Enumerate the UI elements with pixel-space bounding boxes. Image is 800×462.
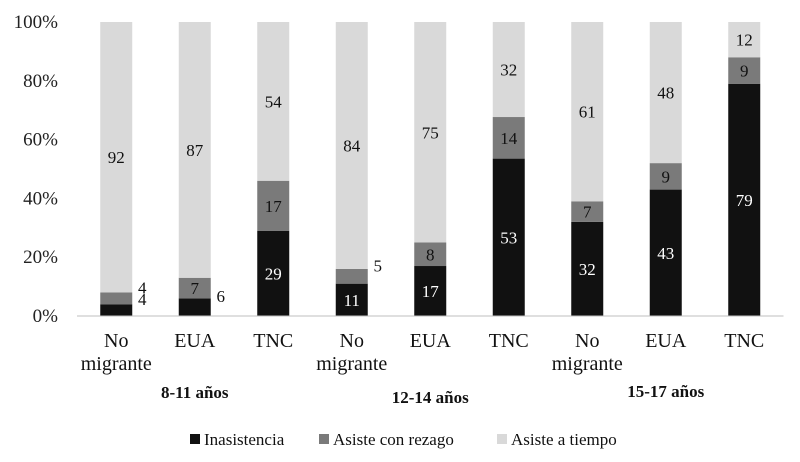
bar-segment <box>335 283 368 316</box>
bar-segment <box>649 189 682 316</box>
bar-segment <box>414 266 447 316</box>
category-label: EUA <box>174 330 216 352</box>
category-label-line: No <box>340 330 364 352</box>
bar-segment <box>649 163 682 190</box>
category-label: No migrante <box>552 330 623 375</box>
bar-segment <box>178 298 211 316</box>
data-label: 9 <box>740 62 749 81</box>
data-label: 32 <box>500 61 517 80</box>
y-tick-label: 100% <box>14 12 59 33</box>
bar-segment <box>571 22 604 202</box>
category-label: EUA <box>410 330 452 352</box>
category-label-line: TNC <box>489 330 529 352</box>
y-tick-label: 80% <box>23 71 58 92</box>
category-label: EUA <box>645 330 687 352</box>
bar-segment <box>100 304 133 316</box>
category-label: No migrante <box>81 330 152 375</box>
category-label-line: No <box>575 330 599 352</box>
y-tick-label: 20% <box>23 247 58 268</box>
data-label: 14 <box>500 129 518 148</box>
category-label-line: TNC <box>253 330 293 352</box>
category-label-line: EUA <box>410 330 452 352</box>
data-label: 9 <box>662 167 671 186</box>
bar-segment <box>178 22 211 278</box>
bar-segment <box>649 22 682 164</box>
bar-segment <box>728 22 761 58</box>
bar-segment <box>257 22 290 181</box>
data-label: 4 <box>138 278 147 297</box>
data-label: 17 <box>265 197 283 216</box>
category-label-line: EUA <box>174 330 216 352</box>
bar-segment <box>728 83 761 317</box>
bar-segment <box>492 22 525 118</box>
data-label: 87 <box>186 141 204 160</box>
bar-segment <box>571 201 604 222</box>
legend-swatch <box>319 434 329 444</box>
data-label: 29 <box>265 264 282 283</box>
data-label: 53 <box>500 228 517 247</box>
y-tick-label: 60% <box>23 130 58 151</box>
data-label: 32 <box>579 260 596 279</box>
legend: Inasistencia Asiste con rezago Asiste a ti… <box>190 430 617 449</box>
y-axis: 0% 20% 40% 60% 80% 100% <box>14 12 59 327</box>
data-label: 4 <box>138 290 147 309</box>
category-label: TNC <box>724 330 764 352</box>
data-label: 5 <box>374 256 383 275</box>
data-label: 8 <box>426 245 435 264</box>
legend-swatch <box>497 434 507 444</box>
bar-segment <box>492 158 525 316</box>
bar-segment <box>335 268 368 284</box>
y-tick-label: 40% <box>23 188 58 209</box>
legend-label: Inasistencia <box>204 430 285 449</box>
y-tick-label: 0% <box>33 306 59 327</box>
bar-segment <box>414 242 447 267</box>
data-label: 12 <box>736 31 753 50</box>
data-label: 75 <box>422 123 439 142</box>
category-label-line: TNC <box>724 330 764 352</box>
data-label: 48 <box>657 84 674 103</box>
bar-segment <box>335 22 368 269</box>
bars: 4492678729175411584178755314323276143948… <box>100 22 761 317</box>
data-label: 54 <box>265 92 283 111</box>
bar-segment <box>100 22 133 293</box>
data-label: 17 <box>422 282 440 301</box>
bar-segment <box>414 22 447 243</box>
data-label: 7 <box>583 203 592 222</box>
category-label-line: EUA <box>645 330 687 352</box>
group-label: 8-11 años <box>161 383 229 402</box>
category-label-line: No <box>104 330 128 352</box>
category-label-line: migrante <box>81 353 152 375</box>
category-label-line: migrante <box>552 353 623 375</box>
category-label-line: migrante <box>316 353 387 375</box>
data-label: 43 <box>657 244 674 263</box>
group-label: 12-14 años <box>392 388 469 407</box>
data-label: 84 <box>343 136 361 155</box>
bar-segment <box>178 277 211 299</box>
bar-segment <box>571 221 604 316</box>
bar-segment <box>257 180 290 231</box>
bar-segment <box>257 230 290 316</box>
legend-label: Asiste a tiempo <box>511 430 617 449</box>
category-label: TNC <box>253 330 293 352</box>
legend-swatch <box>190 434 200 444</box>
data-label: 11 <box>344 291 360 310</box>
data-label: 7 <box>191 279 200 298</box>
bar-segment <box>100 292 133 305</box>
data-label: 61 <box>579 103 596 122</box>
legend-label: Asiste con rezago <box>333 430 454 449</box>
category-label: TNC <box>489 330 529 352</box>
category-label: No migrante <box>316 330 387 375</box>
bar-segment <box>728 57 761 84</box>
group-label: 15-17 años <box>627 382 704 401</box>
data-label: 92 <box>108 148 125 167</box>
bar-segment <box>492 117 525 159</box>
data-label: 79 <box>736 191 753 210</box>
data-label: 6 <box>217 287 226 306</box>
